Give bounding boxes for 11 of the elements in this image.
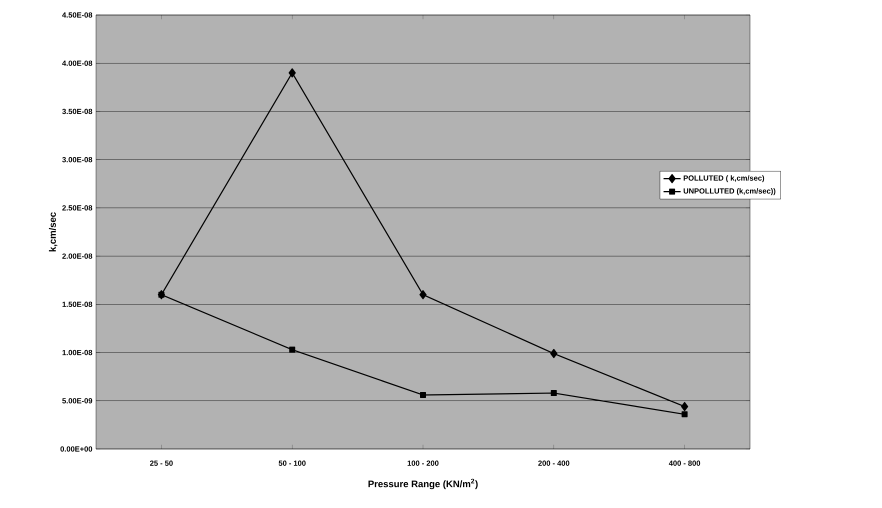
point bbox=[288, 68, 296, 78]
point bbox=[289, 346, 296, 353]
point bbox=[158, 292, 164, 298]
point bbox=[682, 411, 688, 418]
x-axis-title: Pressure Range (KN/m$^{2}$) bbox=[368, 478, 478, 490]
point bbox=[420, 392, 426, 398]
y-axis-title: k,cm/sec bbox=[48, 212, 58, 252]
point bbox=[681, 402, 688, 412]
point bbox=[550, 348, 558, 358]
point bbox=[550, 390, 557, 396]
point bbox=[419, 290, 427, 300]
